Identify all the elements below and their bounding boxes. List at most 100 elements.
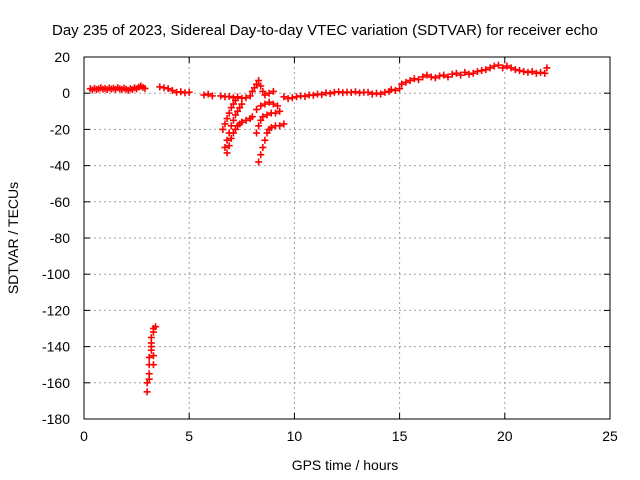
data-point <box>255 77 263 85</box>
data-point <box>227 134 235 142</box>
data-point <box>274 102 282 110</box>
data-point <box>259 144 267 151</box>
data-point <box>257 151 265 159</box>
data-point <box>164 85 172 93</box>
data-point <box>309 91 317 99</box>
y-tick-label: -80 <box>50 230 70 246</box>
data-point <box>351 88 359 96</box>
data-point <box>177 88 185 96</box>
data-point <box>490 62 498 70</box>
data-point <box>231 111 239 119</box>
data-point <box>147 334 155 342</box>
data-point <box>217 92 225 100</box>
data-point <box>396 85 404 93</box>
data-point <box>419 73 427 81</box>
data-point <box>318 91 326 99</box>
data-point <box>160 84 168 92</box>
data-point <box>263 129 271 137</box>
x-tick-label: 25 <box>602 428 618 444</box>
data-point <box>259 87 267 95</box>
y-tick-label: -40 <box>50 158 70 174</box>
data-point <box>234 107 242 115</box>
data-point <box>276 107 284 115</box>
data-point <box>440 71 448 79</box>
data-point <box>253 129 261 137</box>
data-point <box>257 102 265 110</box>
data-point <box>284 95 292 103</box>
data-point <box>520 67 528 75</box>
x-tick-label: 20 <box>497 428 513 444</box>
data-point <box>223 149 231 157</box>
data-point <box>261 100 269 108</box>
data-point <box>541 69 549 77</box>
data-point <box>402 78 410 86</box>
y-axis-label: SDTVAR / TECUs <box>5 182 21 294</box>
data-point <box>263 111 271 119</box>
data-point <box>543 64 551 72</box>
data-point <box>387 86 395 94</box>
data-point <box>227 122 235 130</box>
data-point <box>516 67 524 75</box>
data-point <box>457 71 465 79</box>
data-point <box>280 93 288 101</box>
data-point <box>185 88 193 96</box>
data-point <box>528 67 536 75</box>
data-point <box>149 361 157 369</box>
data-point <box>141 84 149 92</box>
data-point <box>423 71 431 79</box>
data-point <box>246 92 254 100</box>
data-point <box>168 86 176 94</box>
data-point <box>225 142 233 150</box>
y-tick-label: -120 <box>42 302 70 318</box>
data-point <box>145 375 153 383</box>
data-point <box>431 74 439 82</box>
y-tick-label: -20 <box>50 121 70 137</box>
data-point <box>227 104 235 112</box>
data-point <box>486 64 494 72</box>
data-point <box>265 98 273 106</box>
y-tick-label: -160 <box>42 375 70 391</box>
y-tick-label: -140 <box>42 339 70 355</box>
data-point <box>257 82 265 90</box>
data-point <box>368 90 376 98</box>
data-point <box>219 125 227 133</box>
data-point <box>444 73 452 81</box>
data-point <box>223 136 231 144</box>
data-point <box>248 87 256 95</box>
y-tick-label: 0 <box>62 85 70 101</box>
data-point <box>269 100 277 108</box>
data-point <box>381 88 389 96</box>
axis-ticks: 0 5 10 15 20 25 20 0 -20 -40 -60 -80 -100 -120 -140 -16… <box>42 49 618 444</box>
data-point <box>221 120 229 128</box>
data-point <box>507 64 515 72</box>
data-point <box>436 72 444 80</box>
data-point <box>452 69 460 77</box>
data-point <box>494 61 502 69</box>
chart-title: Day 235 of 2023, Sidereal Day-to-day VTE… <box>52 22 598 39</box>
data-point <box>335 88 343 96</box>
data-point <box>149 352 157 360</box>
data-point <box>208 92 216 100</box>
data-point <box>223 115 231 123</box>
data-points <box>86 61 551 396</box>
data-point <box>537 68 545 76</box>
data-point <box>415 76 423 84</box>
data-point <box>253 105 261 113</box>
data-point <box>410 75 418 83</box>
data-point <box>259 113 267 121</box>
data-point <box>461 68 469 76</box>
data-point <box>253 80 261 88</box>
data-point <box>242 94 250 102</box>
data-point <box>301 92 309 100</box>
data-point <box>503 62 511 70</box>
plot-frame <box>83 56 611 420</box>
data-point <box>280 120 288 128</box>
data-point <box>238 118 246 126</box>
data-point <box>465 70 473 78</box>
data-point <box>478 67 486 75</box>
x-tick-label: 15 <box>392 428 408 444</box>
data-point <box>255 122 263 130</box>
data-point <box>406 77 414 85</box>
data-point <box>364 88 372 96</box>
